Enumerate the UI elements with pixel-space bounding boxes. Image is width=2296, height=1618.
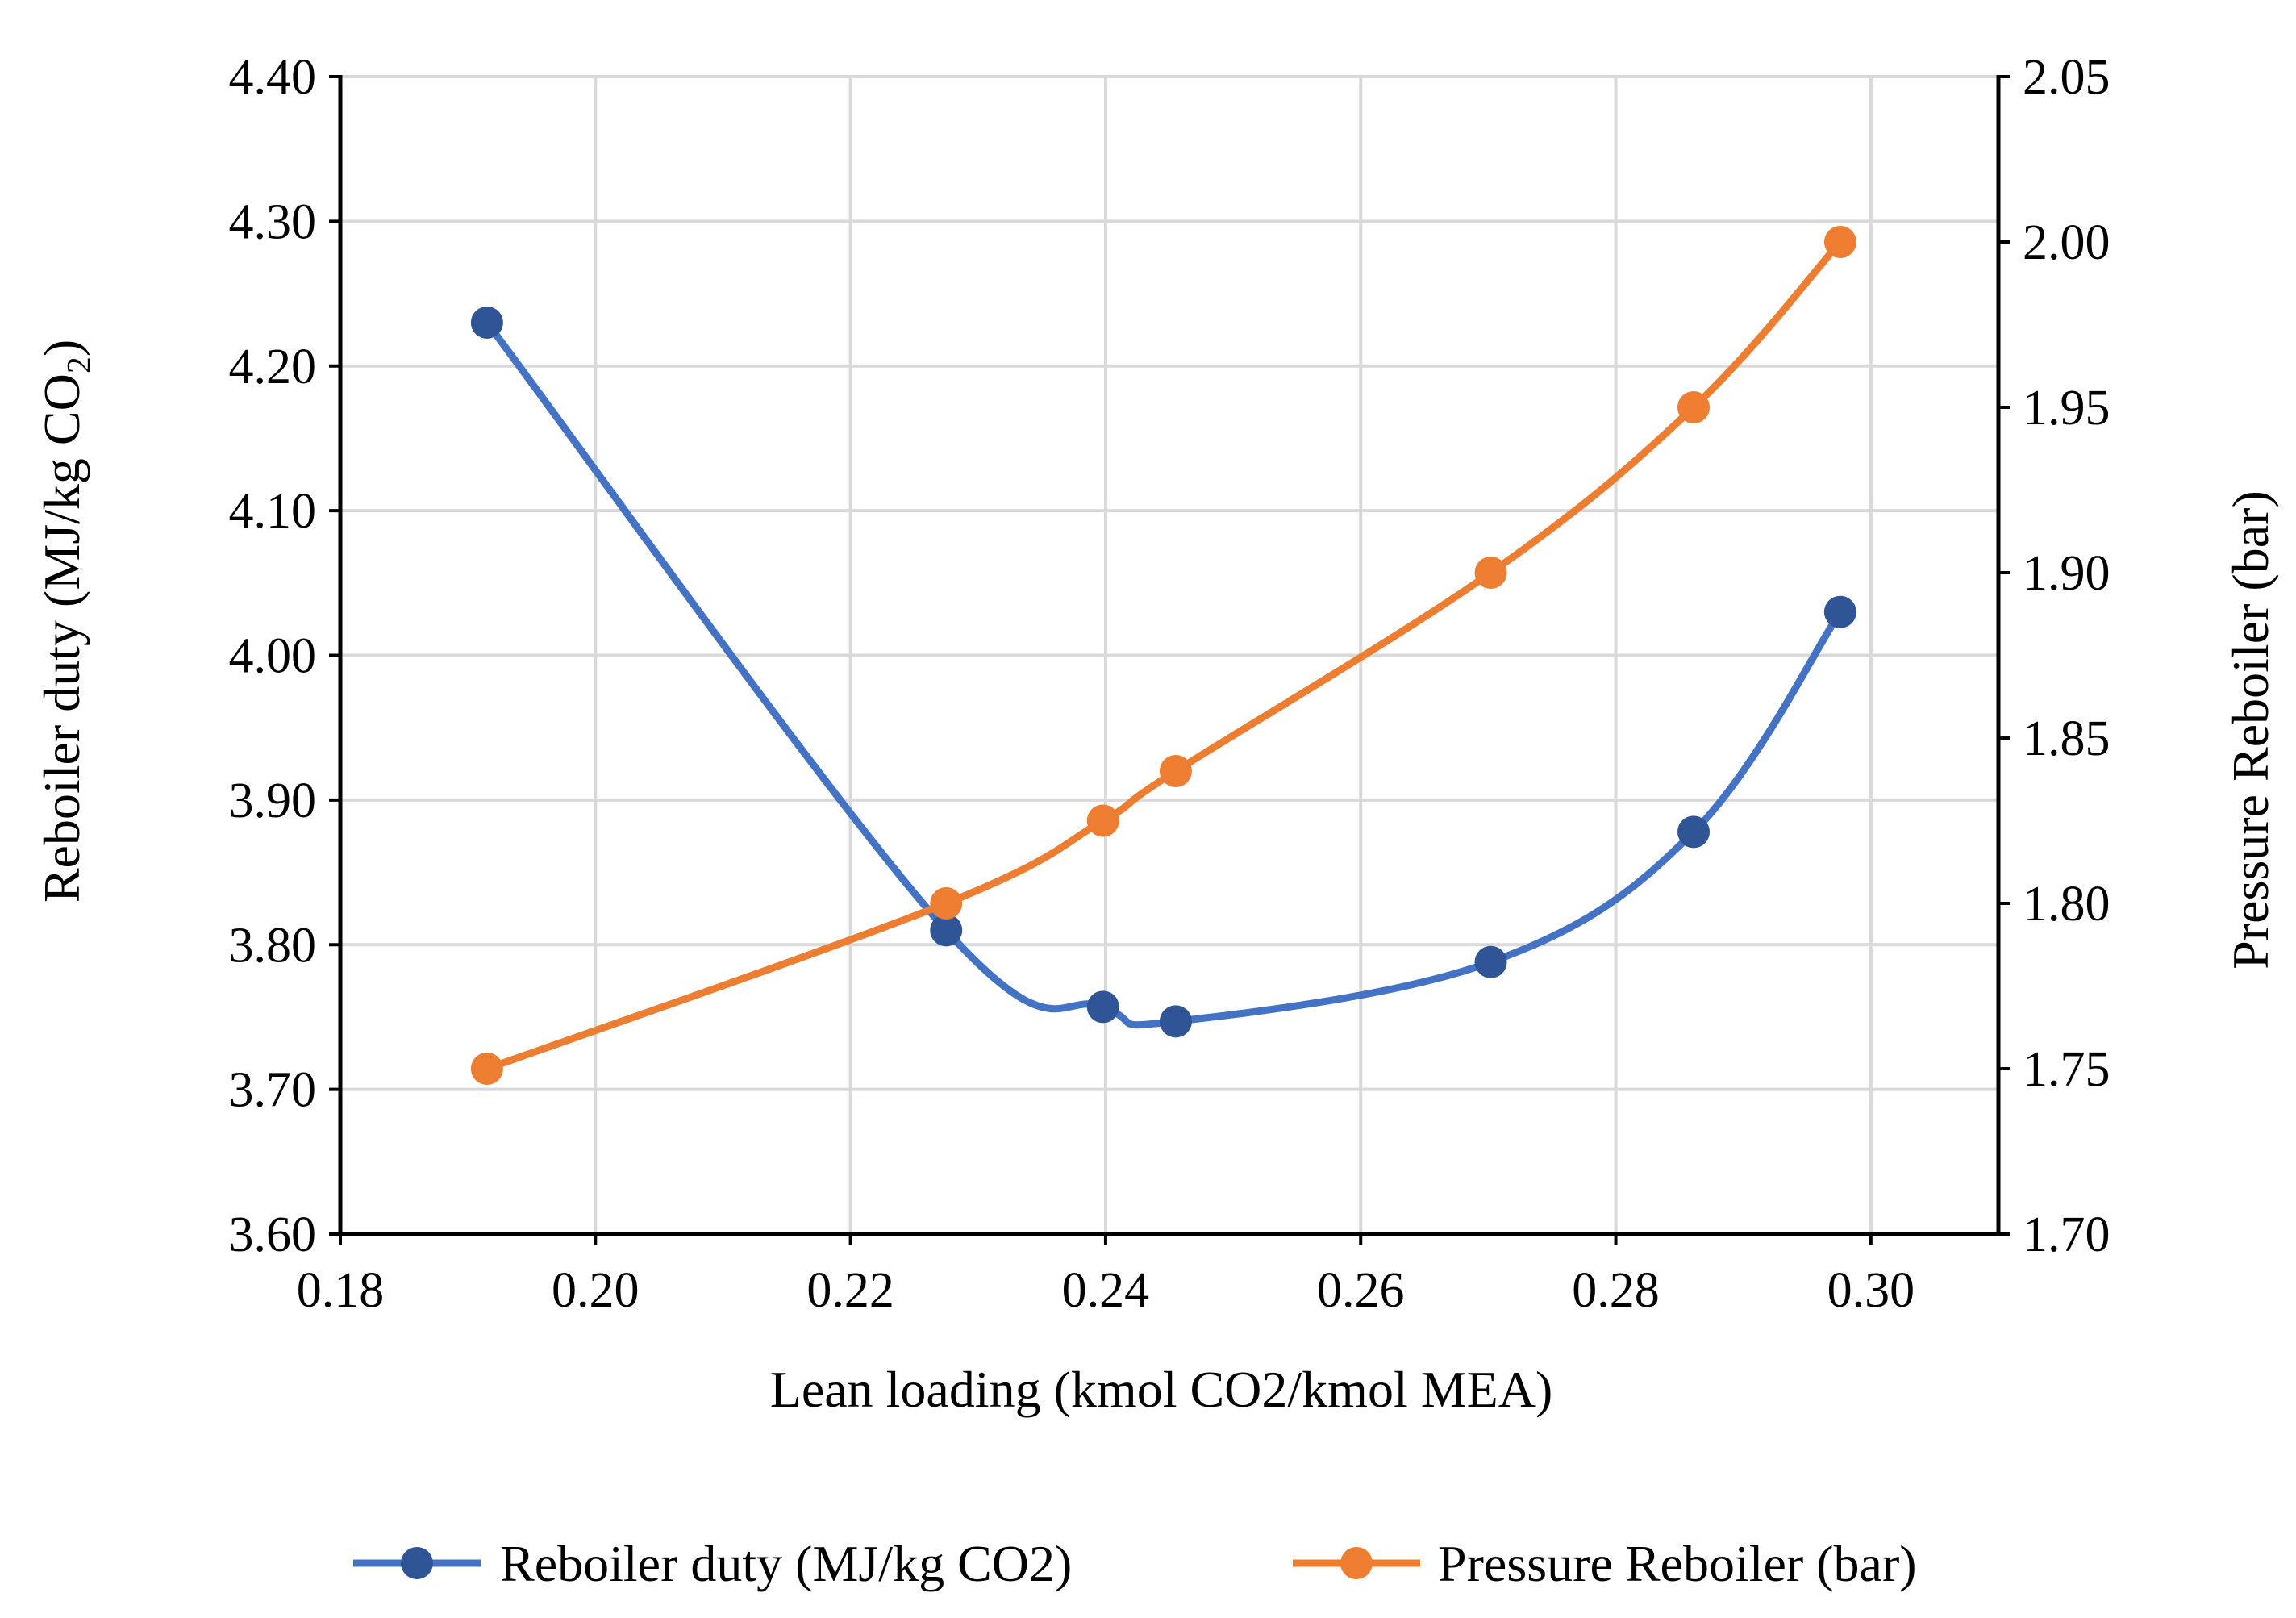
y-right-tick-label: 1.85 xyxy=(2023,711,2111,766)
data-point xyxy=(1677,391,1711,423)
series-2 xyxy=(470,226,1856,1085)
series-line xyxy=(483,319,1844,1029)
data-point xyxy=(1823,226,1856,258)
y-left-tick-label: 3.90 xyxy=(229,774,317,828)
data-point xyxy=(1159,755,1192,787)
x-tick-label: 0.18 xyxy=(297,1263,385,1318)
x-tick-label: 0.22 xyxy=(806,1263,894,1318)
data-point xyxy=(1086,990,1119,1024)
data-point xyxy=(1474,945,1507,978)
y-left-tick-label: 3.70 xyxy=(229,1063,317,1118)
y-right-tick-label: 2.05 xyxy=(2023,50,2111,105)
data-point xyxy=(470,1053,503,1085)
y-right-tick-label: 1.90 xyxy=(2023,546,2111,601)
y-right-tick-label: 1.75 xyxy=(2023,1042,2111,1097)
legend-entry: Pressure Reboiler (bar) xyxy=(1293,1535,1917,1592)
y-right-tick-label: 2.00 xyxy=(2023,215,2111,270)
x-tick-label: 0.28 xyxy=(1572,1263,1660,1318)
y-left-tick-label: 4.00 xyxy=(229,629,317,684)
legend-swatch-marker xyxy=(1340,1547,1373,1579)
axes xyxy=(329,75,2010,1245)
legend: Reboiler duty (MJ/kg CO2) Pressure Reboil… xyxy=(353,1535,1917,1592)
data-point xyxy=(1474,557,1507,589)
legend-label: Pressure Reboiler (bar) xyxy=(1438,1535,1917,1592)
x-tick-label: 0.30 xyxy=(1827,1263,1915,1318)
data-point xyxy=(1823,595,1856,628)
x-axis-title: Lean loading (kmol CO2/kmol MEA) xyxy=(770,1361,1553,1418)
y-right-tick-label: 1.95 xyxy=(2023,381,2111,436)
legend-entry: Reboiler duty (MJ/kg CO2) xyxy=(353,1535,1072,1592)
data-point xyxy=(1159,1005,1192,1038)
y-left-axis-title-main: Reboiler duty (MJ/kg CO xyxy=(33,373,90,903)
y-left-tick-label: 3.80 xyxy=(229,918,317,973)
data-point xyxy=(930,914,963,947)
y-left-tick-label: 4.10 xyxy=(229,484,317,539)
y-left-axis-title-subscript: 2 xyxy=(61,357,98,373)
grid xyxy=(340,75,1998,1234)
y-left-tick-labels: 3.60 3.70 3.80 3.90 4.00 4.10 4.20 4.30 4.40 xyxy=(229,50,317,1262)
series-layer xyxy=(470,226,1856,1085)
legend-swatch-marker xyxy=(401,1547,433,1579)
series-1 xyxy=(470,306,1856,1038)
y-left-axis-title: Reboiler duty (MJ/kg CO2) xyxy=(33,340,98,903)
data-point xyxy=(470,306,503,339)
y-right-tick-label: 1.80 xyxy=(2023,877,2111,932)
x-tick-label: 0.26 xyxy=(1317,1263,1405,1318)
y-right-tick-label: 1.70 xyxy=(2023,1207,2111,1262)
y-left-tick-label: 4.30 xyxy=(229,194,317,249)
x-tick-labels: 0.18 0.20 0.22 0.24 0.26 0.28 0.30 xyxy=(297,1263,1915,1318)
data-point xyxy=(1086,804,1119,837)
data-point xyxy=(930,887,963,920)
y-right-tick-labels: 1.70 1.75 1.80 1.85 1.90 1.95 2.00 2.05 xyxy=(2023,50,2111,1262)
y-left-tick-label: 4.20 xyxy=(229,340,317,394)
y-left-tick-label: 4.40 xyxy=(229,50,317,105)
y-left-axis-title-close: ) xyxy=(33,340,90,357)
legend-label: Reboiler duty (MJ/kg CO2) xyxy=(500,1535,1072,1592)
y-left-tick-label: 3.60 xyxy=(229,1207,317,1262)
y-right-axis-title: Pressure Reboiler (bar) xyxy=(2222,490,2279,970)
data-point xyxy=(1677,815,1711,849)
x-tick-label: 0.24 xyxy=(1062,1263,1150,1318)
x-tick-label: 0.20 xyxy=(552,1263,640,1318)
